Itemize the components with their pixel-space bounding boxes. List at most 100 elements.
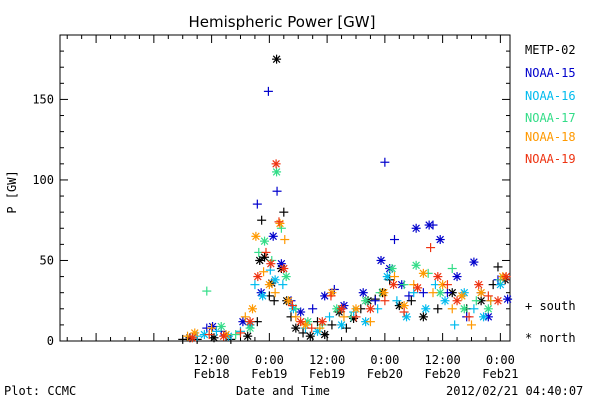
x-tick-time-label: 0:00 — [486, 353, 515, 367]
data-point-south — [483, 291, 493, 301]
data-point-north — [216, 322, 226, 332]
data-point-north — [493, 296, 503, 306]
data-point-south — [389, 272, 399, 282]
data-point-south — [326, 291, 336, 301]
data-point-south — [433, 304, 443, 314]
data-point-south — [279, 207, 289, 217]
data-point-north — [296, 317, 306, 327]
data-point-south — [280, 235, 290, 245]
data-point-south — [291, 312, 301, 322]
data-point-north — [402, 312, 412, 322]
data-point-south — [392, 296, 402, 306]
plot-timestamp: 2012/02/21 04:40:07 — [446, 384, 584, 398]
data-point-north — [479, 312, 489, 322]
data-point-north — [337, 320, 347, 330]
data-point-north — [187, 333, 197, 343]
data-point-south — [202, 286, 212, 296]
data-point-north — [266, 259, 276, 269]
data-point-south — [409, 288, 419, 298]
y-tick-label: 0 — [47, 334, 54, 348]
x-tick-time-label: 12:00 — [194, 353, 230, 367]
data-point-north — [255, 255, 265, 265]
data-point-south — [257, 215, 267, 225]
data-point-north — [199, 330, 209, 340]
data-point-south — [259, 267, 269, 277]
data-point-south — [406, 296, 416, 306]
data-point-south — [428, 220, 438, 230]
data-point-south — [493, 262, 503, 272]
data-point-south — [269, 296, 279, 306]
legend-noaa-15: NOAA-15 — [525, 66, 576, 80]
data-point-north — [253, 272, 263, 282]
data-point-north — [435, 235, 445, 245]
data-point-north — [389, 280, 399, 290]
data-point-north — [476, 296, 486, 306]
legend-noaa-19: NOAA-19 — [525, 152, 576, 166]
legend-noaa-17: NOAA-17 — [525, 111, 576, 125]
data-point-north — [272, 167, 282, 177]
data-point-south — [287, 301, 297, 311]
legend-noaa-18: NOAA-18 — [525, 130, 576, 144]
data-point-south — [466, 320, 476, 330]
data-point-south — [450, 320, 460, 330]
x-tick-date-label: Feb18 — [194, 367, 230, 381]
data-point-south — [315, 323, 325, 333]
x-tick-time-label: 0:00 — [370, 353, 399, 367]
legend-metp-02: METP-02 — [525, 43, 576, 57]
data-point-south — [278, 280, 288, 290]
data-point-north — [251, 231, 261, 241]
data-point-north — [413, 283, 423, 293]
y-tick-label: 50 — [40, 253, 54, 267]
data-point-north — [365, 304, 375, 314]
data-point-south — [426, 243, 436, 253]
data-point-south — [307, 323, 317, 333]
data-point-north — [300, 320, 310, 330]
data-point-south — [389, 235, 399, 245]
x-tick-date-label: Feb19 — [309, 367, 345, 381]
data-point-north — [382, 272, 392, 282]
legend-north-marker: * north — [525, 331, 576, 345]
data-point-north — [376, 255, 386, 265]
x-tick-time-label: 0:00 — [255, 353, 284, 367]
series-noaa-19 — [187, 159, 511, 343]
data-point-north — [275, 218, 285, 228]
data-point-north — [361, 296, 371, 306]
data-point-north — [258, 291, 268, 301]
data-point-south — [207, 323, 217, 333]
data-point-north — [281, 272, 291, 282]
data-points — [178, 54, 513, 344]
y-tick-label: 150 — [32, 92, 54, 106]
data-point-north — [452, 296, 462, 306]
data-point-south — [327, 320, 337, 330]
legend-south-marker: + south — [525, 299, 576, 313]
data-point-south — [370, 296, 380, 306]
plot-frame — [59, 34, 511, 342]
data-point-south — [399, 280, 409, 290]
data-point-north — [305, 331, 315, 341]
data-point-south — [380, 296, 390, 306]
x-axis-label: Date and Time — [236, 384, 330, 398]
data-point-south — [250, 280, 260, 290]
data-point-south — [339, 312, 349, 322]
data-point-north — [411, 260, 421, 270]
data-point-south — [263, 86, 273, 96]
data-point-north — [379, 288, 389, 298]
data-point-north — [320, 330, 330, 340]
data-point-south — [252, 199, 262, 209]
data-point-south — [325, 312, 335, 322]
data-point-north — [440, 296, 450, 306]
data-point-north — [296, 307, 306, 317]
legend-noaa-16: NOAA-16 — [525, 89, 576, 103]
data-point-south — [380, 157, 390, 167]
data-point-south — [178, 334, 188, 344]
x-tick-date-label: Feb21 — [482, 367, 518, 381]
data-point-north — [351, 304, 361, 314]
data-point-north — [279, 264, 289, 274]
chart-title: Hemispheric Power [GW] — [189, 13, 376, 31]
data-point-north — [284, 296, 294, 306]
data-point-north — [245, 317, 255, 327]
data-point-south — [235, 328, 245, 338]
data-point-south — [298, 328, 308, 338]
y-tick-label: 100 — [32, 173, 54, 187]
